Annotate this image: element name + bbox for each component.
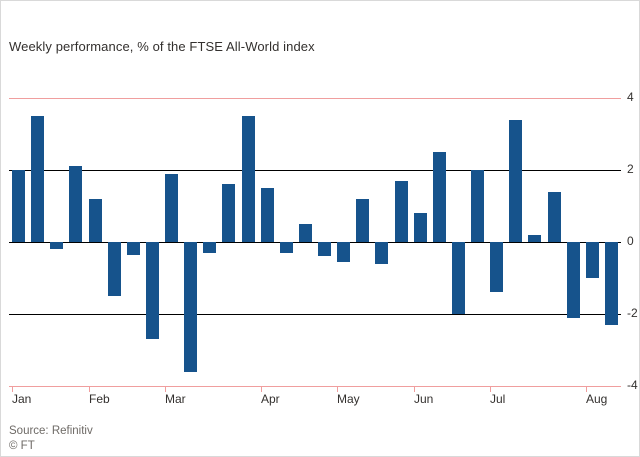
bar-week-18: [337, 242, 351, 262]
bar-week-22: [413, 213, 427, 242]
y-axis-label-2: 2: [627, 162, 634, 176]
ft-copyright: © FT: [9, 440, 35, 452]
y-axis-label--4: -4: [627, 378, 638, 392]
gridline-y4: [9, 98, 621, 99]
bar-week-20: [375, 242, 389, 264]
bar-week-23: [432, 152, 446, 242]
x-axis-label-jul: Jul: [490, 392, 506, 406]
bar-week-9: [165, 174, 179, 242]
y-axis-label-4: 4: [627, 90, 634, 104]
x-axis-label-jan: Jan: [12, 392, 32, 406]
bar-week-3: [50, 242, 64, 249]
x-axis-label-jun: Jun: [414, 392, 434, 406]
bar-week-21: [394, 181, 408, 242]
bar-week-32: [604, 242, 618, 325]
y-axis-label-0: 0: [627, 234, 634, 248]
bar-week-12: [222, 184, 236, 242]
x-axis-label-aug: Aug: [586, 392, 608, 406]
bar-week-7: [126, 242, 140, 255]
bar-week-30: [566, 242, 580, 318]
bar-week-19: [356, 199, 370, 242]
bar-week-11: [203, 242, 217, 253]
bar-week-4: [69, 166, 83, 242]
x-axis-label-feb: Feb: [89, 392, 110, 406]
bar-week-14: [260, 188, 274, 242]
gridline-y2: [9, 170, 621, 171]
y-axis-label--2: -2: [627, 306, 638, 320]
x-axis-label-may: May: [337, 392, 360, 406]
chart-title: Weekly performance, % of the FTSE All-Wo…: [9, 39, 315, 54]
gridline-y-2: [9, 314, 621, 315]
x-axis-label-apr: Apr: [261, 392, 280, 406]
bar-week-5: [88, 199, 102, 242]
bar-week-16: [298, 224, 312, 242]
bar-week-8: [145, 242, 159, 339]
bar-week-31: [585, 242, 599, 278]
bar-week-13: [241, 116, 255, 242]
bar-week-29: [547, 192, 561, 242]
plot-area: [9, 98, 621, 387]
bar-week-6: [107, 242, 121, 296]
source-text: Source: Refinitiv: [9, 425, 93, 437]
bar-week-2: [31, 116, 45, 242]
x-axis-label-mar: Mar: [165, 392, 186, 406]
gridline-y-4: [9, 386, 621, 387]
bar-week-17: [318, 242, 332, 256]
bar-week-27: [509, 120, 523, 242]
bar-week-1: [12, 170, 26, 242]
bar-week-28: [528, 235, 542, 242]
bar-week-10: [184, 242, 198, 372]
bar-week-24: [451, 242, 465, 314]
bar-week-25: [471, 170, 485, 242]
bar-week-15: [279, 242, 293, 253]
bar-week-26: [490, 242, 504, 292]
gridline-y0: [9, 242, 621, 243]
